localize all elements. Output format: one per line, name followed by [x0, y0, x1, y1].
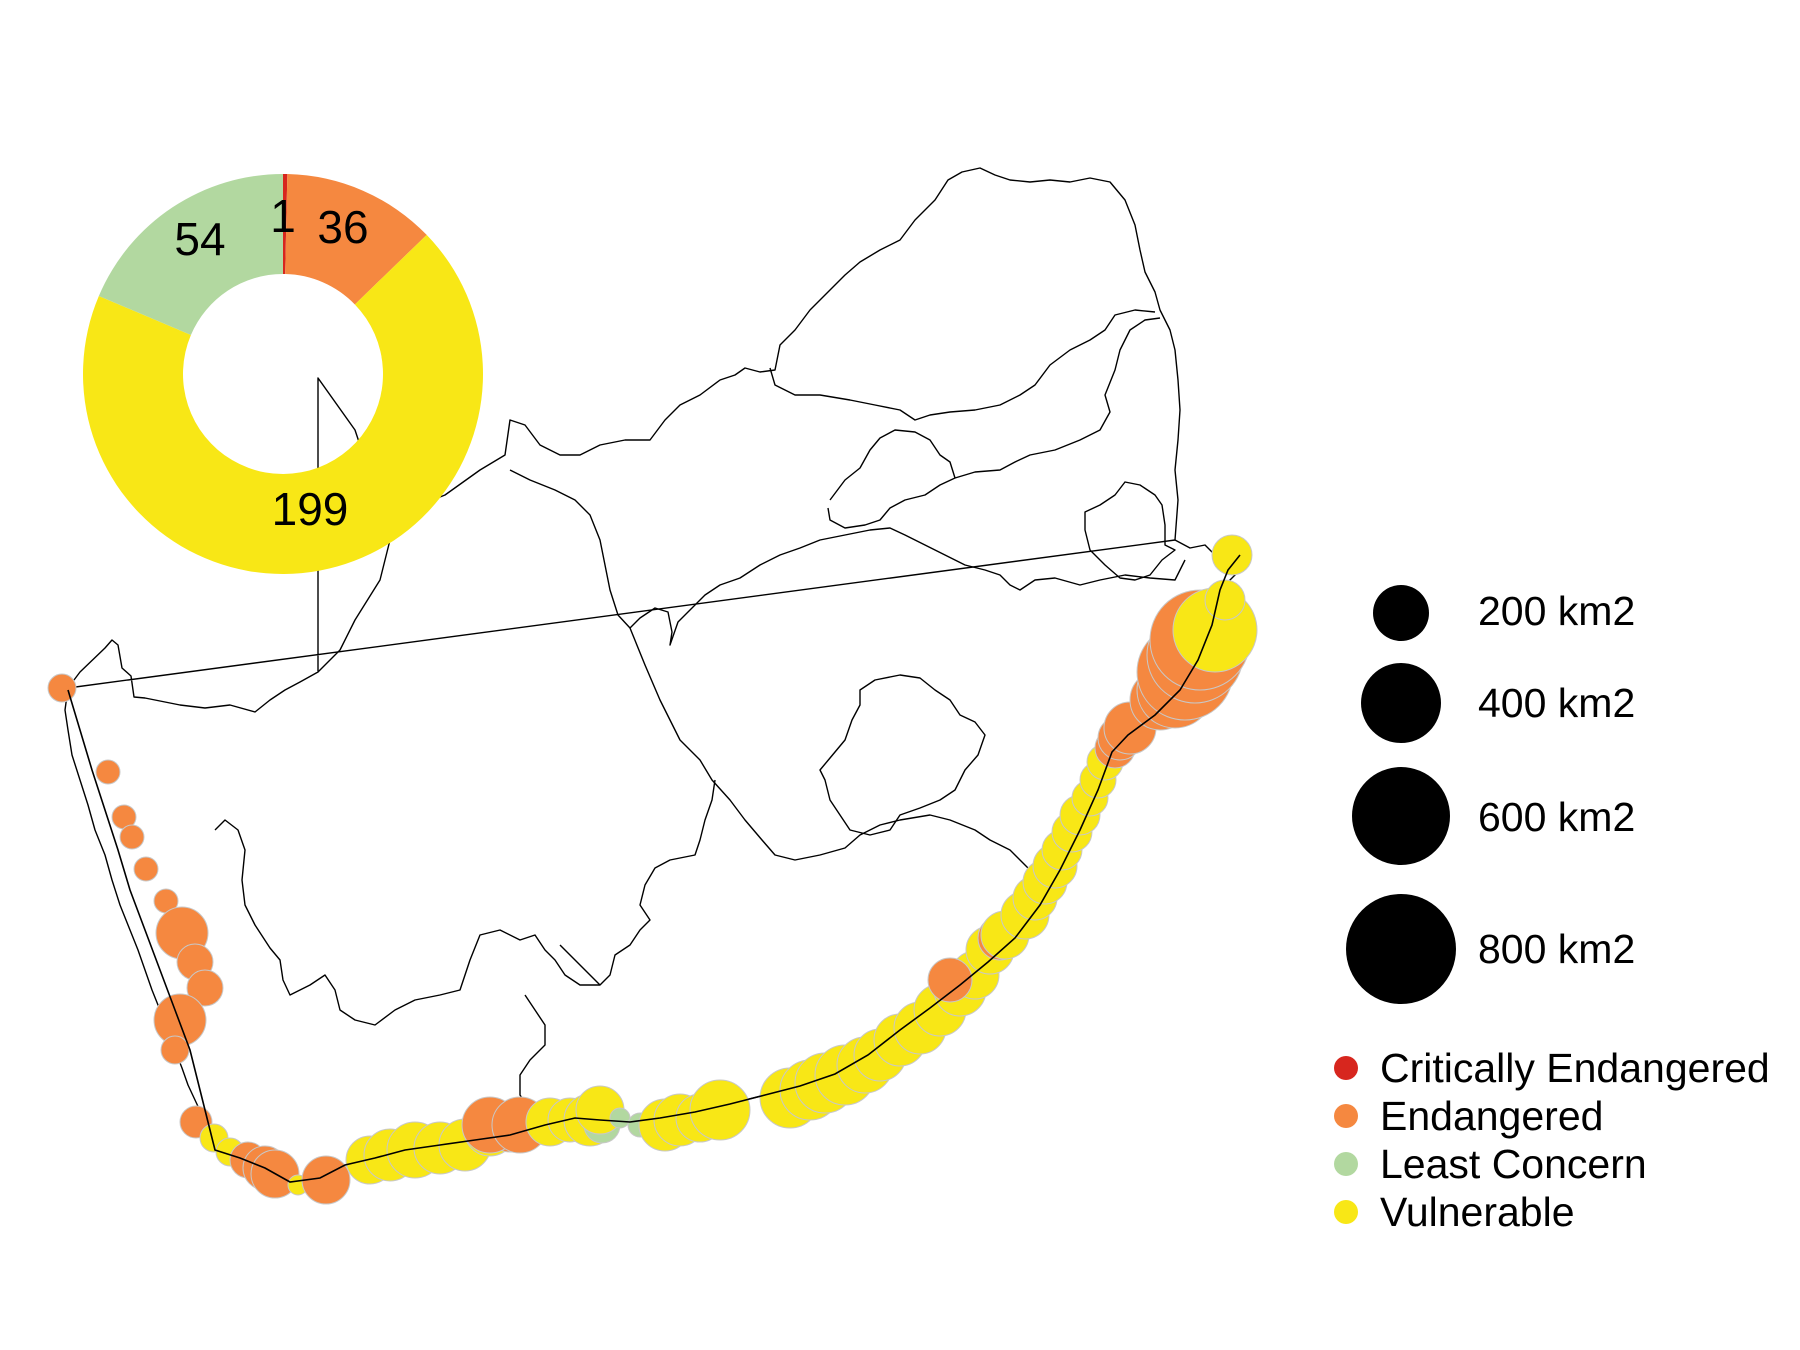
ecosystem-circles [47, 534, 1258, 1205]
ecosystem-circle [186, 969, 224, 1007]
donut-segment-label: 36 [317, 201, 368, 253]
legend-item-least-concern: Least Concern [1334, 1140, 1647, 1188]
province-boundaries [64, 167, 1249, 1186]
legend-label: Endangered [1380, 1092, 1604, 1139]
ecosystem-circle [47, 673, 77, 703]
donut-segment-label: 1 [270, 190, 296, 242]
donut-segment-label: 54 [174, 213, 225, 265]
donut-segment-label: 199 [272, 483, 349, 535]
donut-segment [82, 234, 483, 575]
legend-swatch-vulnerable [1334, 1200, 1358, 1224]
ecosystem-circle [1204, 579, 1246, 621]
province-line [214, 779, 716, 1026]
ecosystem-circle [119, 824, 145, 850]
size-legend-circle-200 [1373, 585, 1429, 641]
province-line [509, 469, 1186, 646]
donut-segment [285, 174, 427, 305]
ecosystem-circle [95, 759, 121, 785]
size-legend-label-400: 400 km2 [1478, 680, 1636, 726]
province-line [819, 674, 986, 836]
province-line [384, 167, 1181, 541]
donut-segment [98, 174, 284, 335]
province-line [1084, 481, 1176, 581]
status-donut-chart: 1 36 199 54 [82, 174, 483, 575]
ecosystem-circle [609, 1107, 631, 1129]
size-legend-circle-600 [1352, 767, 1450, 865]
size-legend-circle-400 [1361, 663, 1441, 743]
province-line [954, 317, 1161, 479]
legend-swatch-endangered [1334, 1104, 1358, 1128]
legend-swatch-critically-endangered [1334, 1056, 1358, 1080]
province-line [559, 944, 601, 986]
province-line [827, 429, 956, 529]
legend-item-vulnerable: Vulnerable [1334, 1188, 1575, 1236]
ecosystem-circle [689, 1079, 751, 1141]
ecosystem-circle [133, 856, 159, 882]
size-legend-circle-800 [1346, 894, 1456, 1004]
donut-segment [283, 174, 288, 275]
coastline [67, 554, 1241, 1183]
province-line [629, 627, 1031, 871]
legend-swatch-least-concern [1334, 1152, 1358, 1176]
legend-item-endangered: Endangered [1334, 1092, 1603, 1140]
legend-label: Vulnerable [1380, 1188, 1575, 1235]
size-legend-label-800: 800 km2 [1478, 926, 1636, 972]
legend-label: Critically Endangered [1380, 1044, 1770, 1091]
ecosystem-circle [1211, 534, 1253, 576]
province-line [769, 309, 1156, 421]
size-legend-label-200: 200 km2 [1478, 588, 1636, 634]
ecosystem-circle [927, 957, 973, 1003]
legend-label: Least Concern [1380, 1140, 1647, 1187]
legend-item-critically-endangered: Critically Endangered [1334, 1044, 1770, 1092]
size-legend-label-600: 600 km2 [1478, 794, 1636, 840]
ecosystem-circle [160, 1035, 190, 1065]
